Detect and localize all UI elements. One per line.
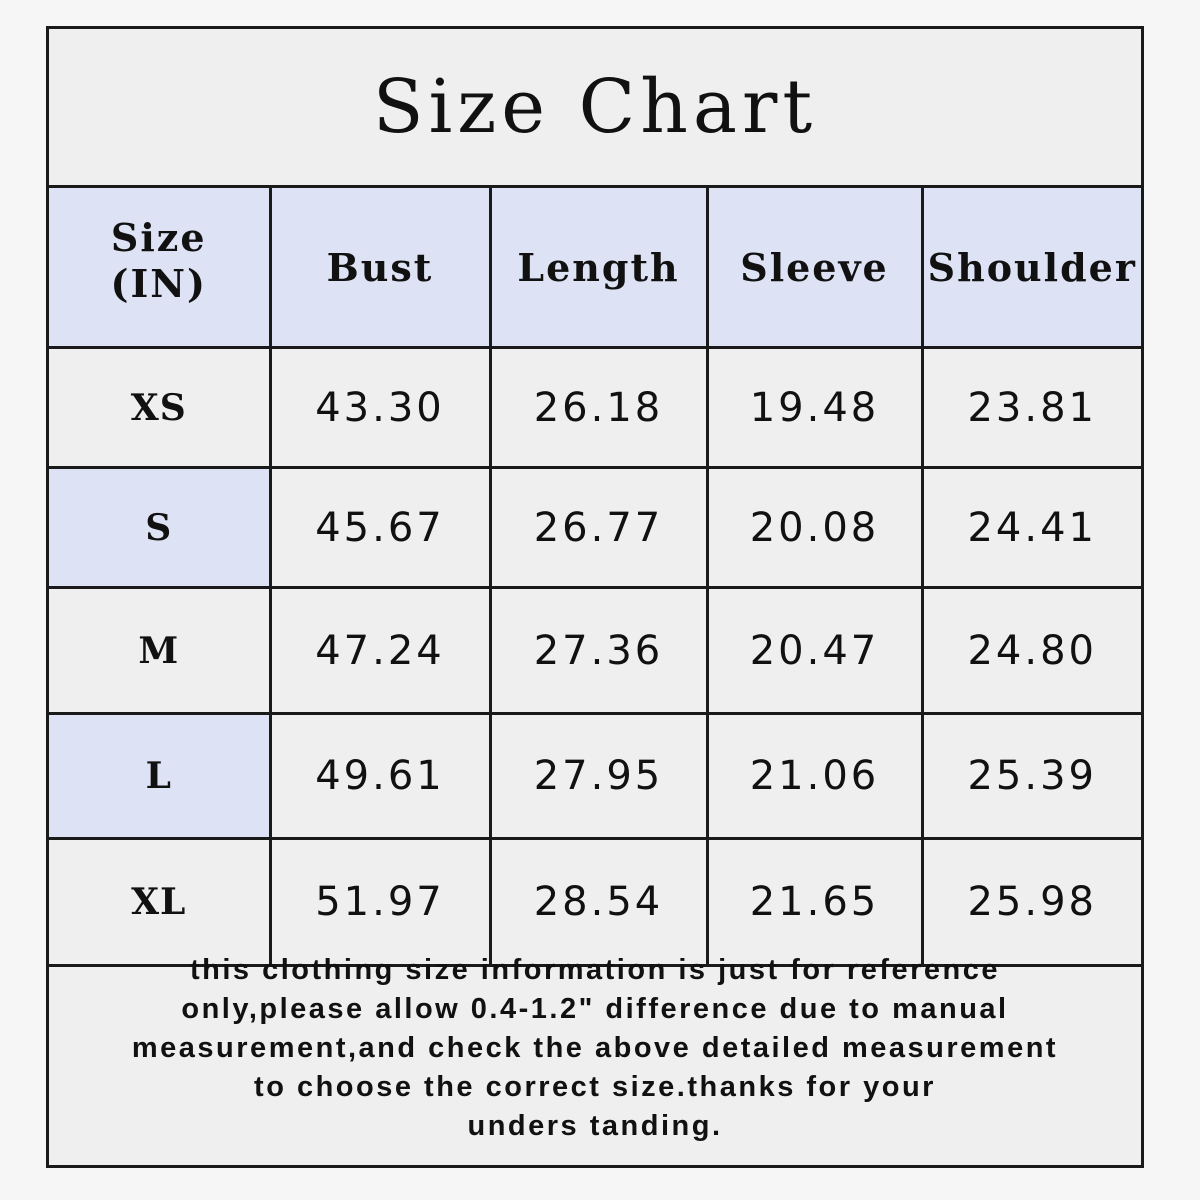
table-row: L 49.61 27.95 21.06 25.39	[49, 712, 1141, 840]
cell-shoulder: 25.98	[920, 837, 1141, 967]
cell-size: S	[49, 466, 272, 589]
cell-sleeve: 21.65	[705, 837, 924, 967]
header-size-unit: (IN)	[110, 261, 207, 306]
size-table: Size (IN) Bust Length Sleeve Shoulder XS…	[49, 185, 1141, 967]
header-sleeve: Sleeve	[705, 185, 924, 349]
cell-size: XS	[49, 346, 272, 469]
cell-size: M	[49, 586, 272, 715]
header-size-label: Size	[110, 215, 207, 260]
header-row: Size (IN) Bust Length Sleeve Shoulder	[49, 185, 1141, 349]
cell-length: 27.36	[488, 586, 709, 715]
cell-shoulder: 25.39	[920, 712, 1141, 840]
note-line: unders tanding.	[467, 1110, 723, 1142]
cell-length: 26.18	[488, 346, 709, 469]
table-row: XS 43.30 26.18 19.48 23.81	[49, 346, 1141, 469]
cell-sleeve: 20.47	[705, 586, 924, 715]
header-bust: Bust	[268, 185, 492, 349]
cell-length: 28.54	[488, 837, 709, 967]
cell-length: 27.95	[488, 712, 709, 840]
header-size: Size (IN)	[49, 185, 272, 349]
cell-bust: 45.67	[268, 466, 492, 589]
note-line: this clothing size information is just f…	[190, 954, 1000, 986]
cell-sleeve: 21.06	[705, 712, 924, 840]
header-length: Length	[488, 185, 709, 349]
cell-length: 26.77	[488, 466, 709, 589]
cell-bust: 49.61	[268, 712, 492, 840]
note-line: to choose the correct size.thanks for yo…	[254, 1071, 936, 1103]
note-line: only,please allow 0.4-1.2" difference du…	[181, 993, 1009, 1025]
chart-title: Size Chart	[372, 64, 818, 150]
cell-bust: 47.24	[268, 586, 492, 715]
cell-shoulder: 24.41	[920, 466, 1141, 589]
disclaimer-note: this clothing size information is just f…	[49, 939, 1141, 1165]
note-line: measurement,and check the above detailed…	[131, 1032, 1059, 1064]
cell-sleeve: 19.48	[705, 346, 924, 469]
cell-shoulder: 24.80	[920, 586, 1141, 715]
table-row: S 45.67 26.77 20.08 24.41	[49, 466, 1141, 589]
cell-size: L	[49, 712, 272, 840]
cell-size: XL	[49, 837, 272, 967]
table-row: M 47.24 27.36 20.47 24.80	[49, 586, 1141, 715]
size-chart: Size Chart Size (IN) Bust Length Sleeve …	[46, 26, 1144, 1168]
cell-sleeve: 20.08	[705, 466, 924, 589]
cell-bust: 43.30	[268, 346, 492, 469]
table-row: XL 51.97 28.54 21.65 25.98	[49, 837, 1141, 967]
cell-shoulder: 23.81	[920, 346, 1141, 469]
header-shoulder: Shoulder	[920, 185, 1141, 349]
cell-bust: 51.97	[268, 837, 492, 967]
